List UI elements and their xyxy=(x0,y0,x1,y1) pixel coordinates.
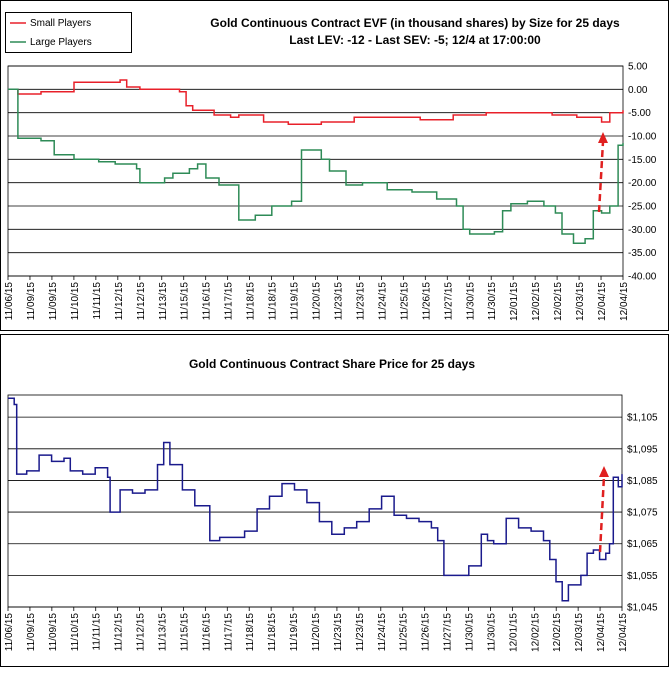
series-line-small-players xyxy=(8,79,624,126)
top-plot-area: 5.00 0.00 -5.00 -10.00 -15.00 -20.00 -25.00 -30… xyxy=(4,62,657,321)
x-tick-label: 11/23/15 xyxy=(355,282,366,321)
y-tick-label: -40.00 xyxy=(628,272,657,283)
top-chart-frame xyxy=(0,0,669,331)
y-tick-label: $1,075 xyxy=(627,508,658,519)
y-tick-label: 5.00 xyxy=(628,62,648,73)
x-tick-label: 11/11/15 xyxy=(92,282,103,320)
legend-box xyxy=(5,12,132,53)
x-tick-label: 11/24/15 xyxy=(377,282,388,321)
x-tick-label: 12/02/15 xyxy=(530,613,541,652)
legend-large-players-label: Large Players xyxy=(30,37,92,48)
x-tick-label: 11/18/15 xyxy=(267,613,278,652)
x-tick-label: 11/25/15 xyxy=(399,613,410,652)
x-tick-label: 11/20/15 xyxy=(312,282,323,321)
top-chart-subtitle: Last LEV: -12 - Last SEV: -5; 12/4 at 17… xyxy=(289,33,541,47)
x-tick-label: 11/23/15 xyxy=(355,613,366,652)
x-tick-label: 11/15/15 xyxy=(180,282,191,321)
legend: Small Players Large Players xyxy=(5,12,132,53)
y-tick-label: $1,065 xyxy=(627,539,658,550)
bottom-chart-frame xyxy=(0,334,669,667)
x-tick-label: 11/09/15 xyxy=(48,613,59,652)
x-tick-label: 11/30/15 xyxy=(465,613,476,652)
x-tick-label: 11/17/15 xyxy=(224,282,235,321)
annotation-arrow-head xyxy=(599,466,609,477)
x-tick-label: 11/26/15 xyxy=(421,282,432,321)
y-tick-label: -15.00 xyxy=(628,155,657,166)
x-tick-label: 11/30/15 xyxy=(465,282,476,321)
x-tick-label: 11/06/15 xyxy=(4,613,15,652)
x-tick-label: 12/02/15 xyxy=(552,613,563,652)
x-tick-label: 11/30/15 xyxy=(486,613,497,652)
bottom-chart-title: Gold Continuous Contract Share Price for… xyxy=(189,357,475,371)
x-tick-label: 11/19/15 xyxy=(289,613,300,652)
x-tick-label: 11/15/15 xyxy=(179,613,190,652)
y-tick-label: -10.00 xyxy=(628,132,657,143)
x-tick-label: 12/01/15 xyxy=(508,613,519,652)
x-tick-label: 11/23/15 xyxy=(333,282,344,321)
x-tick-label: 12/02/15 xyxy=(553,282,564,321)
x-tick-label: 11/18/15 xyxy=(268,282,279,321)
x-tick-label: 11/12/15 xyxy=(136,613,147,652)
y-tick-label: $1,085 xyxy=(627,476,658,487)
x-tick-label: 11/10/15 xyxy=(70,282,81,321)
x-tick-label: 11/13/15 xyxy=(158,282,169,321)
x-tick-label: 12/04/15 xyxy=(596,613,607,652)
x-tick-label: 11/10/15 xyxy=(70,613,81,652)
x-tick-label: 12/01/15 xyxy=(509,282,520,321)
top-chart-title: Gold Continuous Contract EVF (in thousan… xyxy=(210,16,620,30)
y-tick-label: $1,045 xyxy=(627,603,658,614)
x-tick-label: 11/12/15 xyxy=(114,613,125,652)
annotation-arrow-head xyxy=(598,132,608,143)
x-tick-label: 11/17/15 xyxy=(223,613,234,652)
x-tick-label: 11/20/15 xyxy=(311,613,322,652)
y-tick-label: -35.00 xyxy=(628,248,657,259)
x-tick-label: 11/09/15 xyxy=(48,282,59,321)
x-tick-label: 11/18/15 xyxy=(245,613,256,652)
x-tick-label: 11/09/15 xyxy=(26,282,37,321)
x-tick-label: 11/13/15 xyxy=(158,613,169,652)
x-tick-label: 12/03/15 xyxy=(574,613,585,652)
x-tick-label: 11/26/15 xyxy=(421,613,432,652)
legend-small-players-label: Small Players xyxy=(30,18,91,29)
annotation-arrow-shaft xyxy=(598,475,606,553)
x-tick-label: 11/23/15 xyxy=(333,613,344,652)
annotation-arrow-shaft xyxy=(597,141,605,213)
y-tick-label: $1,095 xyxy=(627,444,658,455)
y-tick-label: $1,055 xyxy=(627,571,658,582)
y-tick-label: -25.00 xyxy=(628,202,657,213)
y-tick-label: 0.00 xyxy=(628,85,648,96)
y-tick-label: -5.00 xyxy=(628,108,651,119)
x-tick-label: 12/03/15 xyxy=(575,282,586,321)
y-tick-label: -20.00 xyxy=(628,178,657,189)
x-tick-label: 12/02/15 xyxy=(531,282,542,321)
y-tick-label: $1,105 xyxy=(627,413,658,424)
x-tick-label: 11/12/15 xyxy=(114,282,125,321)
x-tick-label: 11/12/15 xyxy=(136,282,147,321)
x-tick-label: 11/27/15 xyxy=(443,282,454,321)
x-tick-label: 12/04/15 xyxy=(597,282,608,321)
x-tick-label: 12/04/15 xyxy=(618,613,629,652)
x-tick-label: 11/09/15 xyxy=(26,613,37,652)
x-tick-label: 11/25/15 xyxy=(399,282,410,321)
series-line-gold-price xyxy=(8,397,623,602)
x-tick-label: 11/16/15 xyxy=(202,282,213,321)
x-tick-label: 11/27/15 xyxy=(443,613,454,652)
x-tick-label: 11/19/15 xyxy=(290,282,301,321)
x-tick-label: 11/11/15 xyxy=(92,613,103,651)
x-tick-label: 11/24/15 xyxy=(377,613,388,652)
series-line-large-players xyxy=(8,88,624,245)
bottom-plot-area: $1,045 $1,055 $1,065 $1,075 $1,085 $1,095 $1,1… xyxy=(4,394,658,652)
x-tick-label: 12/04/15 xyxy=(619,282,630,321)
x-tick-label: 11/16/15 xyxy=(201,613,212,652)
y-tick-label: -30.00 xyxy=(628,225,657,236)
x-tick-label: 11/18/15 xyxy=(246,282,257,321)
x-tick-label: 11/06/15 xyxy=(4,282,15,321)
x-tick-label: 11/30/15 xyxy=(487,282,498,321)
